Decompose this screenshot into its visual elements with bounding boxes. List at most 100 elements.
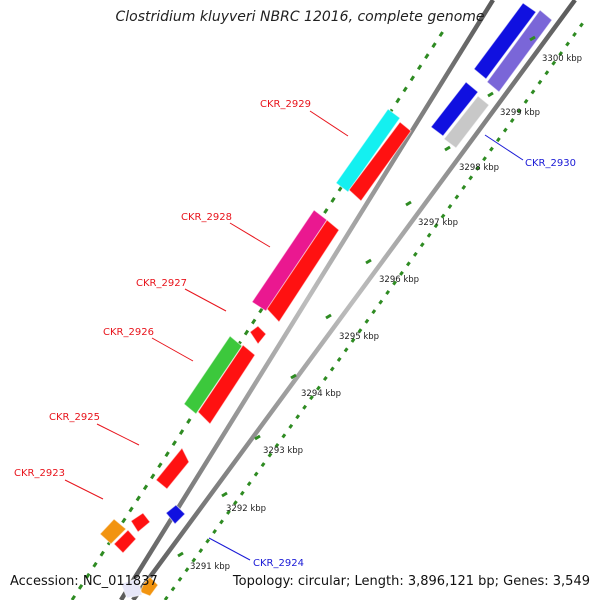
- gene-arrow: [99, 518, 127, 545]
- outer-tick: [164, 451, 170, 458]
- inner-tick: [253, 471, 259, 477]
- inner-tick: [454, 194, 460, 200]
- inner-tick: [489, 146, 494, 152]
- inner-tick: [371, 309, 377, 315]
- ruler-tick: [290, 373, 297, 380]
- ruler-tick: [221, 491, 228, 498]
- inner-tick: [184, 567, 190, 573]
- gene-arrow: [348, 121, 412, 202]
- inner-tick: [447, 204, 453, 210]
- inner-tick: [302, 404, 307, 410]
- inner-tick: [336, 356, 342, 362]
- inner-tick: [309, 395, 314, 401]
- gene-arrow: [430, 81, 479, 137]
- map-title: Clostridium kluyveri NBRC 12016, complet…: [115, 9, 485, 25]
- ruler-label: 3299 kbp: [500, 108, 540, 118]
- gene-arrow: [113, 529, 137, 554]
- outer-tick: [121, 517, 127, 524]
- inner-tick: [329, 366, 335, 372]
- inner-tick: [316, 385, 321, 391]
- outer-tick: [258, 307, 264, 314]
- outer-tick: [70, 594, 76, 600]
- inner-tick: [558, 51, 564, 57]
- inner-tick: [399, 270, 404, 276]
- backbone-line: [119, 0, 495, 600]
- inner-tick: [198, 548, 204, 554]
- inner-tick: [274, 442, 280, 448]
- gene-label: CKR_2930: [525, 158, 576, 169]
- inner-tick: [544, 70, 550, 76]
- outer-tick: [157, 462, 163, 469]
- gene-arrow: [197, 344, 256, 425]
- gene-arrow: [266, 219, 340, 323]
- inner-tick: [260, 462, 266, 468]
- gene-arrow: [130, 512, 151, 533]
- outer-tick: [142, 484, 149, 491]
- inner-tick: [343, 347, 349, 353]
- inner-tick: [482, 156, 487, 162]
- gene-arrow: [443, 95, 490, 149]
- backbone-line: [131, 0, 577, 600]
- inner-tick: [433, 223, 439, 229]
- outer-tick: [402, 86, 408, 93]
- inner-tick: [212, 528, 218, 534]
- outer-tick: [424, 53, 430, 60]
- gene-label: CKR_2925: [49, 412, 100, 423]
- gene-arrow: [486, 9, 553, 93]
- ruler-tick: [325, 313, 332, 320]
- inner-tick: [378, 299, 384, 305]
- inner-tick: [419, 242, 425, 248]
- inner-tick: [572, 31, 577, 37]
- inner-tick: [281, 433, 287, 439]
- inner-tick: [509, 118, 515, 124]
- gene-arrow: [155, 447, 190, 490]
- ruler-labels: 3291 kbp 3292 kbp 3293 kbp 3294 kbp 3295 kbp…: [177, 35, 582, 572]
- inner-tick: [523, 98, 529, 104]
- gene-label: CKR_2927: [136, 278, 187, 289]
- inner-tick: [406, 261, 411, 267]
- ruler-tick: [365, 258, 372, 265]
- ruler-label: 3296 kbp: [379, 275, 419, 285]
- inner-tick: [537, 79, 543, 85]
- gene-arrow: [249, 325, 267, 345]
- inner-tick: [502, 127, 508, 133]
- outer-tick: [409, 75, 416, 82]
- gene-label: CKR_2928: [181, 212, 232, 223]
- feature-track: [99, 2, 553, 599]
- inner-tick: [468, 175, 474, 181]
- gene-arrow: [120, 577, 143, 599]
- inner-tick: [177, 576, 183, 582]
- ruler-label: 3294 kbp: [301, 389, 341, 399]
- gene-label: CKR_2923: [14, 468, 65, 479]
- outer-tick: [99, 550, 105, 557]
- gene-arrow: [165, 504, 186, 525]
- outer-tick: [438, 31, 444, 38]
- outer-tick: [243, 329, 250, 336]
- ruler-tick: [405, 200, 412, 207]
- inner-tick: [565, 41, 570, 47]
- inner-tick: [392, 280, 397, 286]
- ruler-label: 3295 kbp: [339, 332, 379, 342]
- outer-tick: [171, 440, 177, 447]
- outer-tick: [323, 208, 329, 214]
- inner-tick: [267, 452, 273, 458]
- inner-tick: [191, 557, 197, 563]
- inner-tick: [357, 328, 363, 334]
- outer-tick: [395, 97, 401, 104]
- gene-leader-line: [208, 537, 251, 561]
- outer-tick: [77, 583, 84, 590]
- gene-labels: CKR_2923 CKR_2924 CKR_2925 CKR_2926 CKR_2927…: [14, 99, 576, 569]
- inner-tick: [163, 595, 169, 600]
- inner-tick: [440, 213, 446, 219]
- inner-tick: [551, 60, 557, 66]
- outer-tick: [330, 197, 336, 203]
- outer-tick: [85, 572, 91, 579]
- ruler-tick: [529, 35, 536, 42]
- ruler-label: 3291 kbp: [190, 562, 230, 572]
- outer-tick: [416, 64, 423, 71]
- outer-tick: [128, 506, 134, 513]
- outer-tick: [92, 561, 98, 568]
- inner-tick: [350, 337, 356, 343]
- outer-tick: [431, 42, 437, 49]
